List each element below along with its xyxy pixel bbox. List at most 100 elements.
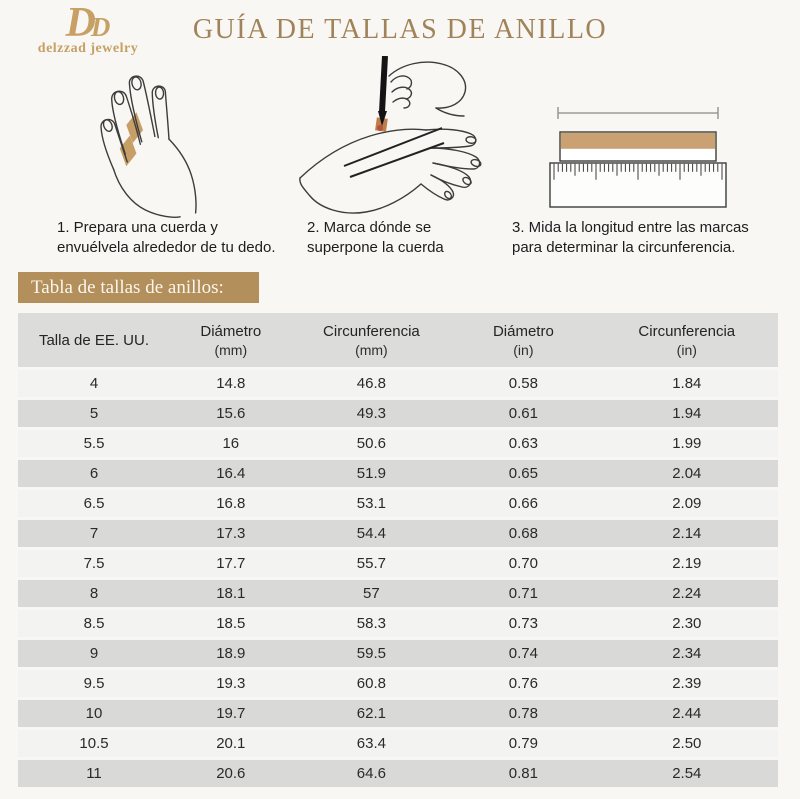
table-cell: 2.19 xyxy=(595,550,778,577)
monogram-letter-small: D xyxy=(90,12,111,42)
table-cell: 0.61 xyxy=(451,400,596,427)
table-cell: 6 xyxy=(18,460,170,487)
monogram-letter-large: D xyxy=(65,0,96,46)
step-2-caption: 2. Marca dónde se superpone la cuerda xyxy=(307,218,444,258)
table-cell: 16.4 xyxy=(170,460,292,487)
table-cell: 0.74 xyxy=(451,640,596,667)
column-label: Diámetro xyxy=(200,322,262,340)
table-cell: 6.5 xyxy=(18,490,170,517)
column-unit: (in) xyxy=(676,341,697,358)
column-header-us-size: Talla de EE. UU. xyxy=(18,313,170,367)
table-row: 11 20.6 64.6 0.81 2.54 xyxy=(18,760,778,787)
table-cell: 53.1 xyxy=(291,490,452,517)
column-label: Circunferencia xyxy=(323,322,420,340)
table-cell: 2.04 xyxy=(595,460,778,487)
table-row: 4 14.8 46.8 0.58 1.84 xyxy=(18,370,778,397)
page-title: GUÍA DE TALLAS DE ANILLO xyxy=(192,14,608,45)
table-cell: 9.5 xyxy=(18,670,170,697)
table-cell: 0.81 xyxy=(451,760,596,787)
table-row: 7.5 17.7 55.7 0.70 2.19 xyxy=(18,550,778,577)
step-caption-line: para determinar la circunferencia. xyxy=(512,238,736,256)
table-cell: 15.6 xyxy=(170,400,292,427)
table-cell: 0.65 xyxy=(451,460,596,487)
table-row: 5 15.6 49.3 0.61 1.94 xyxy=(18,400,778,427)
step-caption-line: envuélvela alrededor de tu dedo. xyxy=(57,238,276,256)
ring-size-table: Talla de EE. UU. Diámetro (mm) Circunfer… xyxy=(18,310,778,790)
table-row: 9 18.9 59.5 0.74 2.34 xyxy=(18,640,778,667)
ruler-measure-illustration xyxy=(543,100,733,212)
hand-with-string-icon xyxy=(100,75,197,218)
table-row: 6.5 16.8 53.1 0.66 2.09 xyxy=(18,490,778,517)
column-label: Talla de EE. UU. xyxy=(38,331,150,349)
table-cell: 0.70 xyxy=(451,550,596,577)
step-1-caption: 1. Prepara una cuerda y envuélvela alred… xyxy=(57,218,276,258)
column-label: Diámetro xyxy=(492,322,554,340)
table-cell: 0.58 xyxy=(451,370,596,397)
table-cell: 58.3 xyxy=(291,610,452,637)
size-table-body: 4 14.8 46.8 0.58 1.84 5 15.6 49.3 0.61 1.94 5.5 16 5… xyxy=(18,370,778,787)
table-cell: 17.3 xyxy=(170,520,292,547)
table-cell: 0.79 xyxy=(451,730,596,757)
table-cell: 10.5 xyxy=(18,730,170,757)
ruler-icon xyxy=(549,107,727,208)
step-caption-line: superpone la cuerda xyxy=(307,238,444,256)
table-cell: 2.39 xyxy=(595,670,778,697)
table-cell: 20.1 xyxy=(170,730,292,757)
table-cell: 2.14 xyxy=(595,520,778,547)
step-3-caption: 3. Mida la longitud entre las marcas par… xyxy=(512,218,749,258)
table-row: 6 16.4 51.9 0.65 2.04 xyxy=(18,460,778,487)
table-cell: 62.1 xyxy=(291,700,452,727)
table-cell: 2.34 xyxy=(595,640,778,667)
table-header-row: Talla de EE. UU. Diámetro (mm) Circunfer… xyxy=(18,313,778,367)
table-cell: 0.63 xyxy=(451,430,596,457)
table-cell: 0.68 xyxy=(451,520,596,547)
table-cell: 2.50 xyxy=(595,730,778,757)
table-cell: 2.30 xyxy=(595,610,778,637)
table-row: 8.5 18.5 58.3 0.73 2.30 xyxy=(18,610,778,637)
table-cell: 8.5 xyxy=(18,610,170,637)
table-cell: 49.3 xyxy=(291,400,452,427)
table-cell: 46.8 xyxy=(291,370,452,397)
hand-marking-icon xyxy=(299,55,482,214)
table-row: 5.5 16 50.6 0.63 1.99 xyxy=(18,430,778,457)
column-label: Circunferencia xyxy=(638,322,736,340)
table-section-heading: Tabla de tallas de anillos: xyxy=(18,272,259,303)
table-cell: 1.94 xyxy=(595,400,778,427)
table-cell: 60.8 xyxy=(291,670,452,697)
table-row: 7 17.3 54.4 0.68 2.14 xyxy=(18,520,778,547)
table-row: 10.5 20.1 63.4 0.79 2.50 xyxy=(18,730,778,757)
table-cell: 50.6 xyxy=(291,430,452,457)
brand-name: delzzad jewelry xyxy=(37,41,139,56)
brand-monogram-icon: DD xyxy=(26,2,150,44)
brand-logo: DD delzzad jewelry xyxy=(26,2,150,57)
table-cell: 18.5 xyxy=(170,610,292,637)
table-cell: 1.99 xyxy=(595,430,778,457)
table-cell: 5 xyxy=(18,400,170,427)
table-cell: 9 xyxy=(18,640,170,667)
column-header-circumference-in: Circunferencia (in) xyxy=(595,313,778,367)
table-cell: 11 xyxy=(18,760,170,787)
column-header-circumference-mm: Circunferencia (mm) xyxy=(291,313,452,367)
table-cell: 16 xyxy=(170,430,292,457)
table-cell: 0.66 xyxy=(451,490,596,517)
column-unit: (mm) xyxy=(355,341,388,358)
table-cell: 4 xyxy=(18,370,170,397)
table-cell: 2.09 xyxy=(595,490,778,517)
column-header-diameter-in: Diámetro (in) xyxy=(451,313,596,367)
table-cell: 2.54 xyxy=(595,760,778,787)
column-unit: (in) xyxy=(513,341,534,358)
column-header-diameter-mm: Diámetro (mm) xyxy=(170,313,292,367)
table-cell: 2.44 xyxy=(595,700,778,727)
table-cell: 19.7 xyxy=(170,700,292,727)
step-caption-line: 1. Prepara una cuerda y xyxy=(57,219,218,236)
table-cell: 17.7 xyxy=(170,550,292,577)
table-cell: 18.9 xyxy=(170,640,292,667)
table-cell: 16.8 xyxy=(170,490,292,517)
table-cell: 51.9 xyxy=(291,460,452,487)
table-cell: 0.78 xyxy=(451,700,596,727)
table-cell: 18.1 xyxy=(170,580,292,607)
hand-marking-illustration xyxy=(292,55,507,228)
table-cell: 64.6 xyxy=(291,760,452,787)
table-cell: 7 xyxy=(18,520,170,547)
